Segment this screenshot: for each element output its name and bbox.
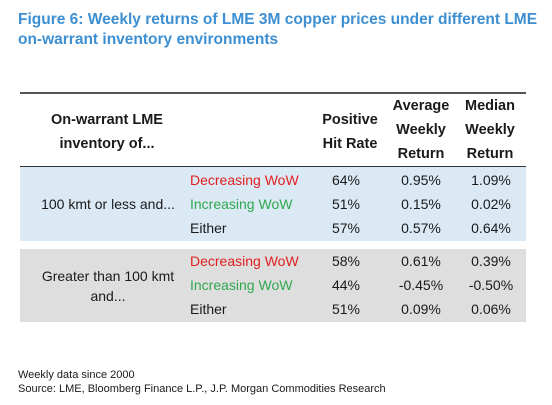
group-label-line2: and... [90, 288, 126, 304]
hit-rate-cell: 58% [331, 253, 361, 269]
condition-either: Either [190, 301, 227, 317]
source-note: Source: LME, Bloomberg Finance L.P., J.P… [18, 383, 386, 395]
condition-decreasing: Decreasing WoW [190, 172, 299, 188]
condition-increasing: Increasing WoW [190, 196, 293, 212]
average-return-cell: 0.95% [401, 172, 441, 188]
figure-title: Figure 6: Weekly returns of LME 3M coppe… [18, 11, 538, 48]
header-avg-line1: Average [392, 98, 450, 114]
header-average-weekly-return: Average Weekly Return [386, 94, 456, 166]
average-return-cell: 0.15% [401, 196, 441, 212]
average-return-cell: 0.61% [401, 253, 441, 269]
table-group-100kmt-or-less: 100 kmt or less and... Decreasing WoW 64… [20, 167, 526, 241]
average-return-cell: -0.45% [398, 277, 444, 293]
table-header: On-warrant LME inventory of... Positive … [20, 94, 526, 166]
header-med-line3: Return [466, 146, 514, 162]
group-separator [20, 241, 526, 249]
hit-rate-cell: 44% [331, 277, 361, 293]
hit-rate-cell: 64% [331, 172, 361, 188]
header-hit-line2: Hit Rate [322, 136, 378, 152]
table-top-rule [20, 92, 526, 94]
hit-rate-cell: 51% [331, 196, 361, 212]
header-hit-line1: Positive [322, 112, 378, 128]
header-avg-line3: Return [397, 146, 445, 162]
header-median-weekly-return: Median Weekly Return [456, 94, 524, 166]
data-note: Weekly data since 2000 [18, 369, 135, 381]
average-return-cell: 0.57% [401, 220, 441, 236]
header-inventory-line1: On-warrant LME [51, 112, 163, 128]
header-inventory: On-warrant LME inventory of... [32, 108, 182, 156]
header-bottom-rule [20, 166, 526, 167]
median-return-cell: 1.09% [471, 172, 511, 188]
average-return-cell: 0.09% [401, 301, 441, 317]
group-label-line1: Greater than 100 kmt [41, 268, 175, 284]
median-return-cell: 0.64% [471, 220, 511, 236]
median-return-cell: 0.06% [471, 301, 511, 317]
median-return-cell: 0.02% [471, 196, 511, 212]
median-return-cell: -0.50% [468, 277, 514, 293]
group-label: 100 kmt or less and... [41, 196, 175, 212]
table-group-greater-than-100kmt: Greater than 100 kmt and... Decreasing W… [20, 249, 526, 322]
condition-decreasing: Decreasing WoW [190, 253, 299, 269]
hit-rate-cell: 51% [331, 301, 361, 317]
condition-increasing: Increasing WoW [190, 277, 293, 293]
header-inventory-line2: inventory of... [59, 136, 155, 152]
hit-rate-cell: 57% [331, 220, 361, 236]
header-med-line1: Median [465, 98, 515, 114]
header-avg-line2: Weekly [396, 122, 446, 138]
condition-either: Either [190, 220, 227, 236]
median-return-cell: 0.39% [471, 253, 511, 269]
header-hit-rate: Positive Hit Rate [310, 108, 390, 156]
header-med-line2: Weekly [465, 122, 515, 138]
